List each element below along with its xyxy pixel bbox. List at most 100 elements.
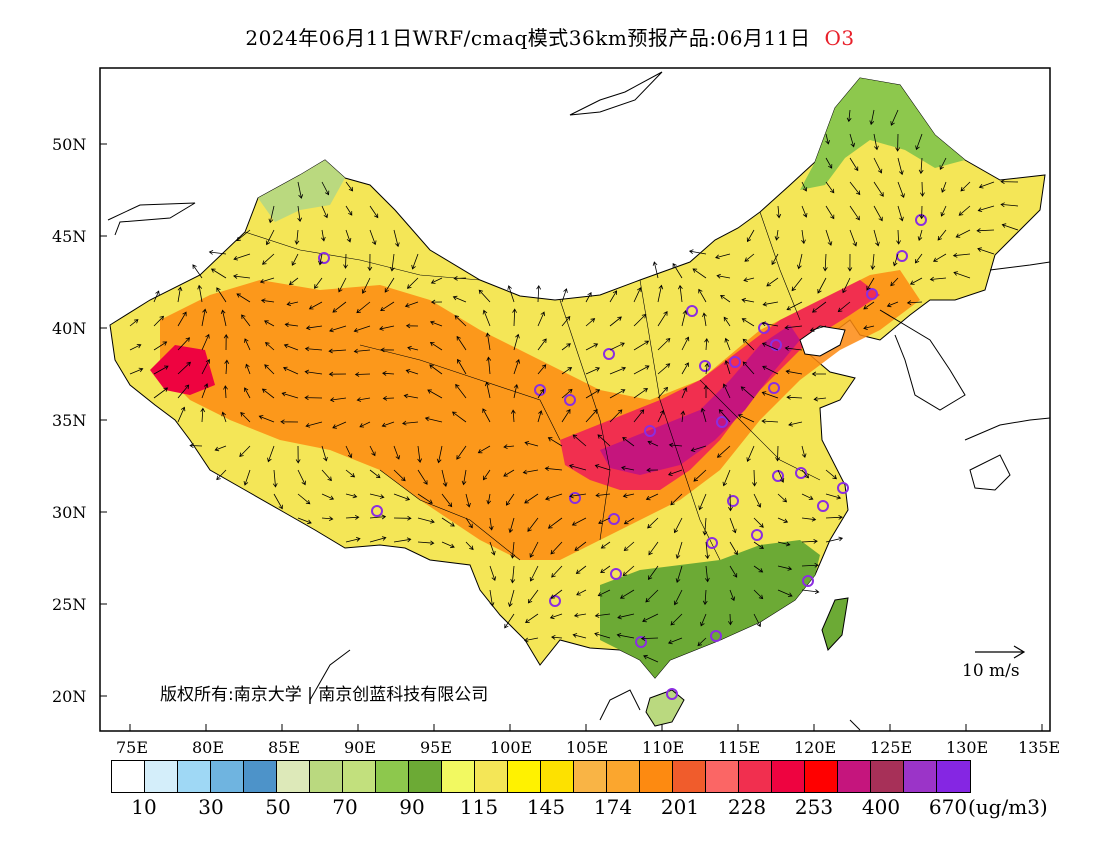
- wind-arrow: [405, 369, 419, 375]
- colorbar-label: 30: [198, 795, 224, 819]
- wind-arrow: [667, 469, 683, 476]
- wind-arrow: [201, 358, 210, 375]
- wind-arrow: [753, 541, 764, 549]
- wind-arrow: [258, 415, 275, 423]
- wind-arrow: [273, 493, 283, 510]
- copyright-text: 版权所有:南京大学 | 南京创蓝科技有限公司: [160, 685, 489, 705]
- wind-arrow: [297, 469, 306, 486]
- wind-arrow: [849, 205, 860, 221]
- wind-arrow: [622, 565, 635, 577]
- wind-arrow: [353, 325, 371, 333]
- wind-arrow: [933, 253, 947, 262]
- wind-arrow: [393, 515, 412, 521]
- wind-arrow: [429, 320, 443, 327]
- wind-arrow: [402, 420, 419, 426]
- lat-label: 20N: [52, 687, 87, 706]
- wind-arrow: [849, 181, 861, 196]
- wind-arrow: [240, 412, 251, 423]
- wind-arrow: [153, 365, 169, 375]
- wind-arrow: [272, 469, 278, 488]
- wind-arrow: [328, 371, 347, 377]
- wind-arrow: [482, 309, 491, 327]
- wind-arrow: [681, 336, 690, 351]
- lon-label: 85E: [268, 738, 301, 757]
- wind-arrow: [236, 229, 251, 242]
- wind-arrow: [825, 157, 833, 169]
- wind-arrow: [801, 589, 820, 594]
- colorbar: [111, 760, 971, 793]
- wind-arrow: [703, 384, 709, 398]
- wind-arrow: [436, 445, 443, 464]
- wind-arrow: [403, 393, 419, 399]
- lat-label: 45N: [52, 227, 87, 246]
- wind-arrow: [264, 320, 275, 327]
- wind-arrow: [672, 262, 683, 279]
- wind-arrow: [456, 445, 467, 460]
- wind-arrow: [503, 469, 515, 477]
- wind-arrow: [849, 133, 856, 148]
- wind-arrow: [345, 445, 353, 459]
- wind-arrow: [896, 229, 901, 245]
- wind-arrow: [576, 589, 587, 596]
- wind-arrow: [825, 514, 843, 520]
- wind-arrow: [977, 205, 995, 212]
- wind-arrow: [536, 285, 542, 303]
- wind-arrow: [849, 229, 858, 247]
- wind-arrow: [801, 538, 818, 544]
- colorbar-label: 50: [265, 795, 291, 819]
- wind-arrow: [329, 397, 347, 403]
- wind-arrow: [214, 445, 227, 452]
- wind-arrow: [633, 313, 647, 327]
- wind-arrow: [153, 387, 169, 399]
- wind-arrow: [393, 537, 412, 543]
- wind-arrow: [321, 469, 332, 482]
- wind-arrow: [777, 469, 785, 483]
- wind-arrow: [897, 181, 905, 199]
- wind-arrow: [743, 277, 755, 282]
- wind-arrow: [657, 337, 671, 351]
- lon-label: 80E: [192, 738, 225, 757]
- wind-arrow: [297, 517, 312, 525]
- wind-arrow: [547, 517, 563, 529]
- wind-arrow: [482, 469, 491, 481]
- wind-arrow: [524, 493, 539, 504]
- wind-arrow: [393, 445, 401, 460]
- wind-arrow: [369, 469, 381, 479]
- wind-arrow: [702, 589, 708, 606]
- wind-arrow: [801, 445, 807, 459]
- wind-arrow: [863, 325, 875, 330]
- wind-arrow: [382, 395, 395, 401]
- wind-arrow: [406, 277, 419, 289]
- wind-arrow: [866, 277, 875, 291]
- wind-arrow: [704, 565, 710, 583]
- wind-arrow: [623, 517, 635, 525]
- wind-arrow: [361, 277, 371, 294]
- wind-arrow: [688, 249, 707, 255]
- wind-arrow: [332, 421, 347, 429]
- wind-arrow: [648, 541, 659, 556]
- wind-arrow: [678, 284, 683, 303]
- wind-arrow: [643, 654, 659, 663]
- wind-arrow: [304, 395, 323, 401]
- wind-arrow: [1000, 179, 1019, 185]
- wind-arrow: [507, 285, 515, 303]
- wind-arrow: [220, 309, 227, 327]
- wind-arrow: [777, 565, 793, 571]
- wind-arrow: [571, 517, 587, 526]
- wind-arrow: [609, 290, 617, 303]
- wind-arrow: [153, 341, 168, 351]
- colorbar-swatch: [640, 761, 673, 792]
- wind-arrow: [1001, 223, 1019, 231]
- wind-arrow: [305, 325, 323, 331]
- wind-arrow: [609, 409, 623, 423]
- wind-arrow: [549, 613, 563, 620]
- wind-arrow: [304, 346, 323, 352]
- wind-arrow: [692, 268, 707, 279]
- wind-arrow: [453, 275, 467, 281]
- axis-ticks: [100, 143, 1043, 731]
- wind-arrow: [356, 397, 371, 402]
- wind-arrow: [700, 407, 707, 423]
- wind-reference-arrow: [975, 645, 1026, 659]
- wind-arrow: [221, 411, 227, 423]
- wind-arrow: [429, 364, 443, 375]
